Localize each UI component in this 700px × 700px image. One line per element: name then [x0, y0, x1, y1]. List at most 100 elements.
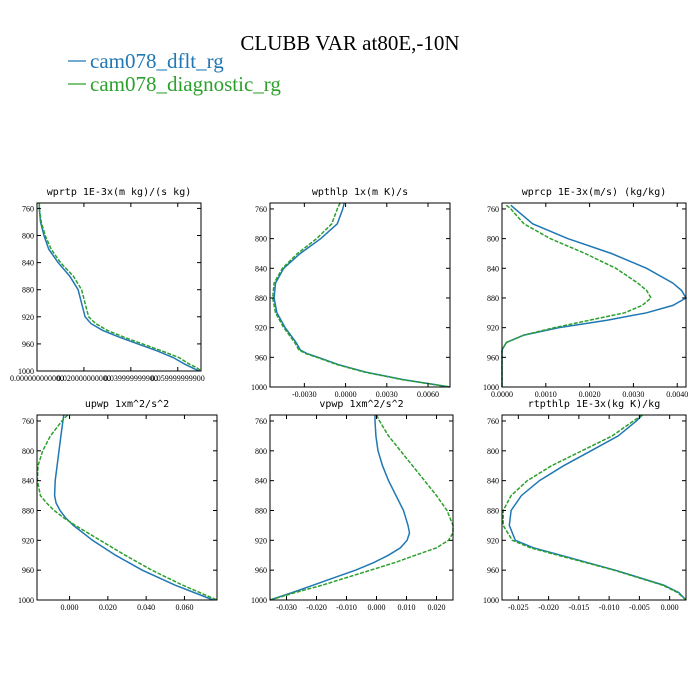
y-tick-label: 960: [22, 566, 34, 575]
x-tick-label: -0.030: [276, 603, 297, 612]
series-line-dflt: [269, 415, 411, 601]
y-tick-label: 760: [22, 417, 34, 426]
panel-title: upwp 1xm^2/s^2: [85, 399, 169, 410]
x-tick-label: 0.000: [61, 603, 79, 612]
x-tick-label: 0.000: [368, 603, 386, 612]
y-tick-label: 920: [255, 536, 267, 545]
y-tick-label: 840: [487, 477, 499, 486]
x-tick-label: 0.0000: [491, 390, 513, 399]
x-tick-label: 0.000: [661, 603, 679, 612]
y-tick-label: 880: [487, 506, 499, 515]
y-tick-label: 1000: [18, 596, 34, 605]
plot-frame: [269, 414, 454, 601]
x-tick-label: -0.025: [508, 603, 529, 612]
series-line-diagnostic: [38, 203, 202, 372]
y-tick-label: 960: [255, 353, 267, 362]
series-line-dflt: [53, 414, 214, 601]
y-tick-label: 800: [255, 447, 267, 456]
panel-6: rtpthlp 1E-3x(kg K)/kg -0.025 -0.020 -0.015…: [483, 399, 687, 612]
x-tick-label: -0.010: [599, 603, 620, 612]
x-tick-label: 0.0010: [535, 390, 557, 399]
y-tick-label: 960: [487, 353, 499, 362]
y-tick-label: 880: [255, 506, 267, 515]
y-tick-label: 960: [22, 340, 34, 349]
figure-title: CLUBB VAR at80E,-10N: [240, 31, 459, 55]
y-tick-label: 1000: [483, 383, 499, 392]
y-tick-label: 880: [22, 286, 34, 295]
y-tick-label: 840: [22, 477, 34, 486]
plot-frame: [269, 202, 451, 388]
y-tick-label: 960: [487, 566, 499, 575]
y-tick-label: 840: [487, 264, 499, 273]
y-tick-label: 800: [487, 235, 499, 244]
series-line-dflt: [38, 203, 200, 372]
panel-4: upwp 1xm^2/s^2 0.000 0.020 0.040 0.060 760 800…: [18, 399, 218, 612]
y-tick-label: 760: [487, 417, 499, 426]
x-tick-label: -0.020: [538, 603, 559, 612]
x-tick-label: 0.060: [175, 603, 193, 612]
y-tick-label: 920: [487, 536, 499, 545]
plot-frame: [36, 414, 218, 601]
series-line-dflt: [508, 414, 687, 601]
series-line-diagnostic: [269, 414, 454, 601]
x-tick-label: 0.020: [99, 603, 117, 612]
x-tick-label: 0.0040: [666, 390, 688, 399]
y-tick-label: 760: [487, 205, 499, 214]
x-tick-label: 0.020: [428, 603, 446, 612]
series-line-dflt: [273, 202, 451, 388]
series-line-diagnostic: [502, 414, 687, 601]
panel-5: vpwp 1xm^2/s^2 -0.030 -0.020 -0.010 0.000 0.0…: [251, 399, 454, 612]
x-tick-label: 0.010: [398, 603, 416, 612]
x-tick-label: 0.040: [137, 603, 155, 612]
x-tick-label: -0.0030: [292, 390, 317, 399]
panel-3: wprcp 1E-3x(m/s) (kg/kg) 0.0000 0.0010 0.00…: [483, 187, 688, 399]
panel-title: wpthlp 1x(m K)/s: [312, 187, 408, 198]
y-tick-label: 920: [22, 313, 34, 322]
legend-label-diagnostic: cam078_diagnostic_rg: [90, 72, 281, 96]
panel-title: rtpthlp 1E-3x(kg K)/kg: [528, 399, 660, 410]
y-tick-label: 880: [487, 294, 499, 303]
y-tick-label: 880: [22, 506, 34, 515]
x-tick-label: 0.000000000000: [10, 374, 64, 383]
x-tick-label: -0.015: [569, 603, 590, 612]
y-tick-label: 1000: [251, 383, 267, 392]
x-tick-label: 0.0030: [376, 390, 398, 399]
series-line-dflt: [501, 204, 688, 387]
x-tick-label: 0.0060: [417, 390, 439, 399]
panels: wprtp 1E-3x(m kg)/(s kg)0.0000000000000.…: [10, 187, 688, 612]
x-tick-label: 0.0000: [335, 390, 357, 399]
y-tick-label: 1000: [251, 596, 267, 605]
y-tick-label: 880: [255, 294, 267, 303]
x-tick-label: -0.020: [306, 603, 327, 612]
panel-title: vpwp 1xm^2/s^2: [319, 399, 403, 410]
y-tick-label: 920: [22, 536, 34, 545]
x-tick-label: 0.059999999900: [151, 374, 205, 383]
y-tick-label: 920: [487, 324, 499, 333]
y-tick-label: 920: [255, 324, 267, 333]
plot-frame: [36, 202, 202, 372]
y-tick-label: 800: [22, 232, 34, 241]
legend-label-dflt: cam078_dflt_rg: [90, 49, 224, 73]
series-line-diagnostic: [271, 202, 451, 388]
y-tick-label: 840: [22, 259, 34, 268]
y-tick-label: 800: [487, 447, 499, 456]
x-tick-label: 0.0020: [579, 390, 601, 399]
y-tick-label: 800: [255, 235, 267, 244]
y-tick-label: 840: [255, 264, 267, 273]
y-tick-label: 1000: [483, 596, 499, 605]
y-tick-label: 760: [255, 205, 267, 214]
y-tick-label: 840: [255, 477, 267, 486]
panel-2: wpthlp 1x(m K)/s -0.0030 0.0000 0.0030 0.006…: [251, 187, 451, 399]
x-tick-label: -0.005: [629, 603, 650, 612]
series-line-diagnostic: [501, 204, 652, 387]
y-tick-label: 960: [255, 566, 267, 575]
panel-title: wprtp 1E-3x(m kg)/(s kg): [47, 187, 192, 198]
x-tick-label: 0.020000000000: [57, 374, 111, 383]
x-tick-label: 0.039999999900: [104, 374, 158, 383]
y-tick-label: 800: [22, 447, 34, 456]
y-tick-label: 760: [255, 417, 267, 426]
y-tick-label: 760: [22, 204, 34, 213]
legend: cam078_dflt_rg cam078_diagnostic_rg: [68, 49, 281, 96]
panel-title: wprcp 1E-3x(m/s) (kg/kg): [522, 187, 667, 198]
